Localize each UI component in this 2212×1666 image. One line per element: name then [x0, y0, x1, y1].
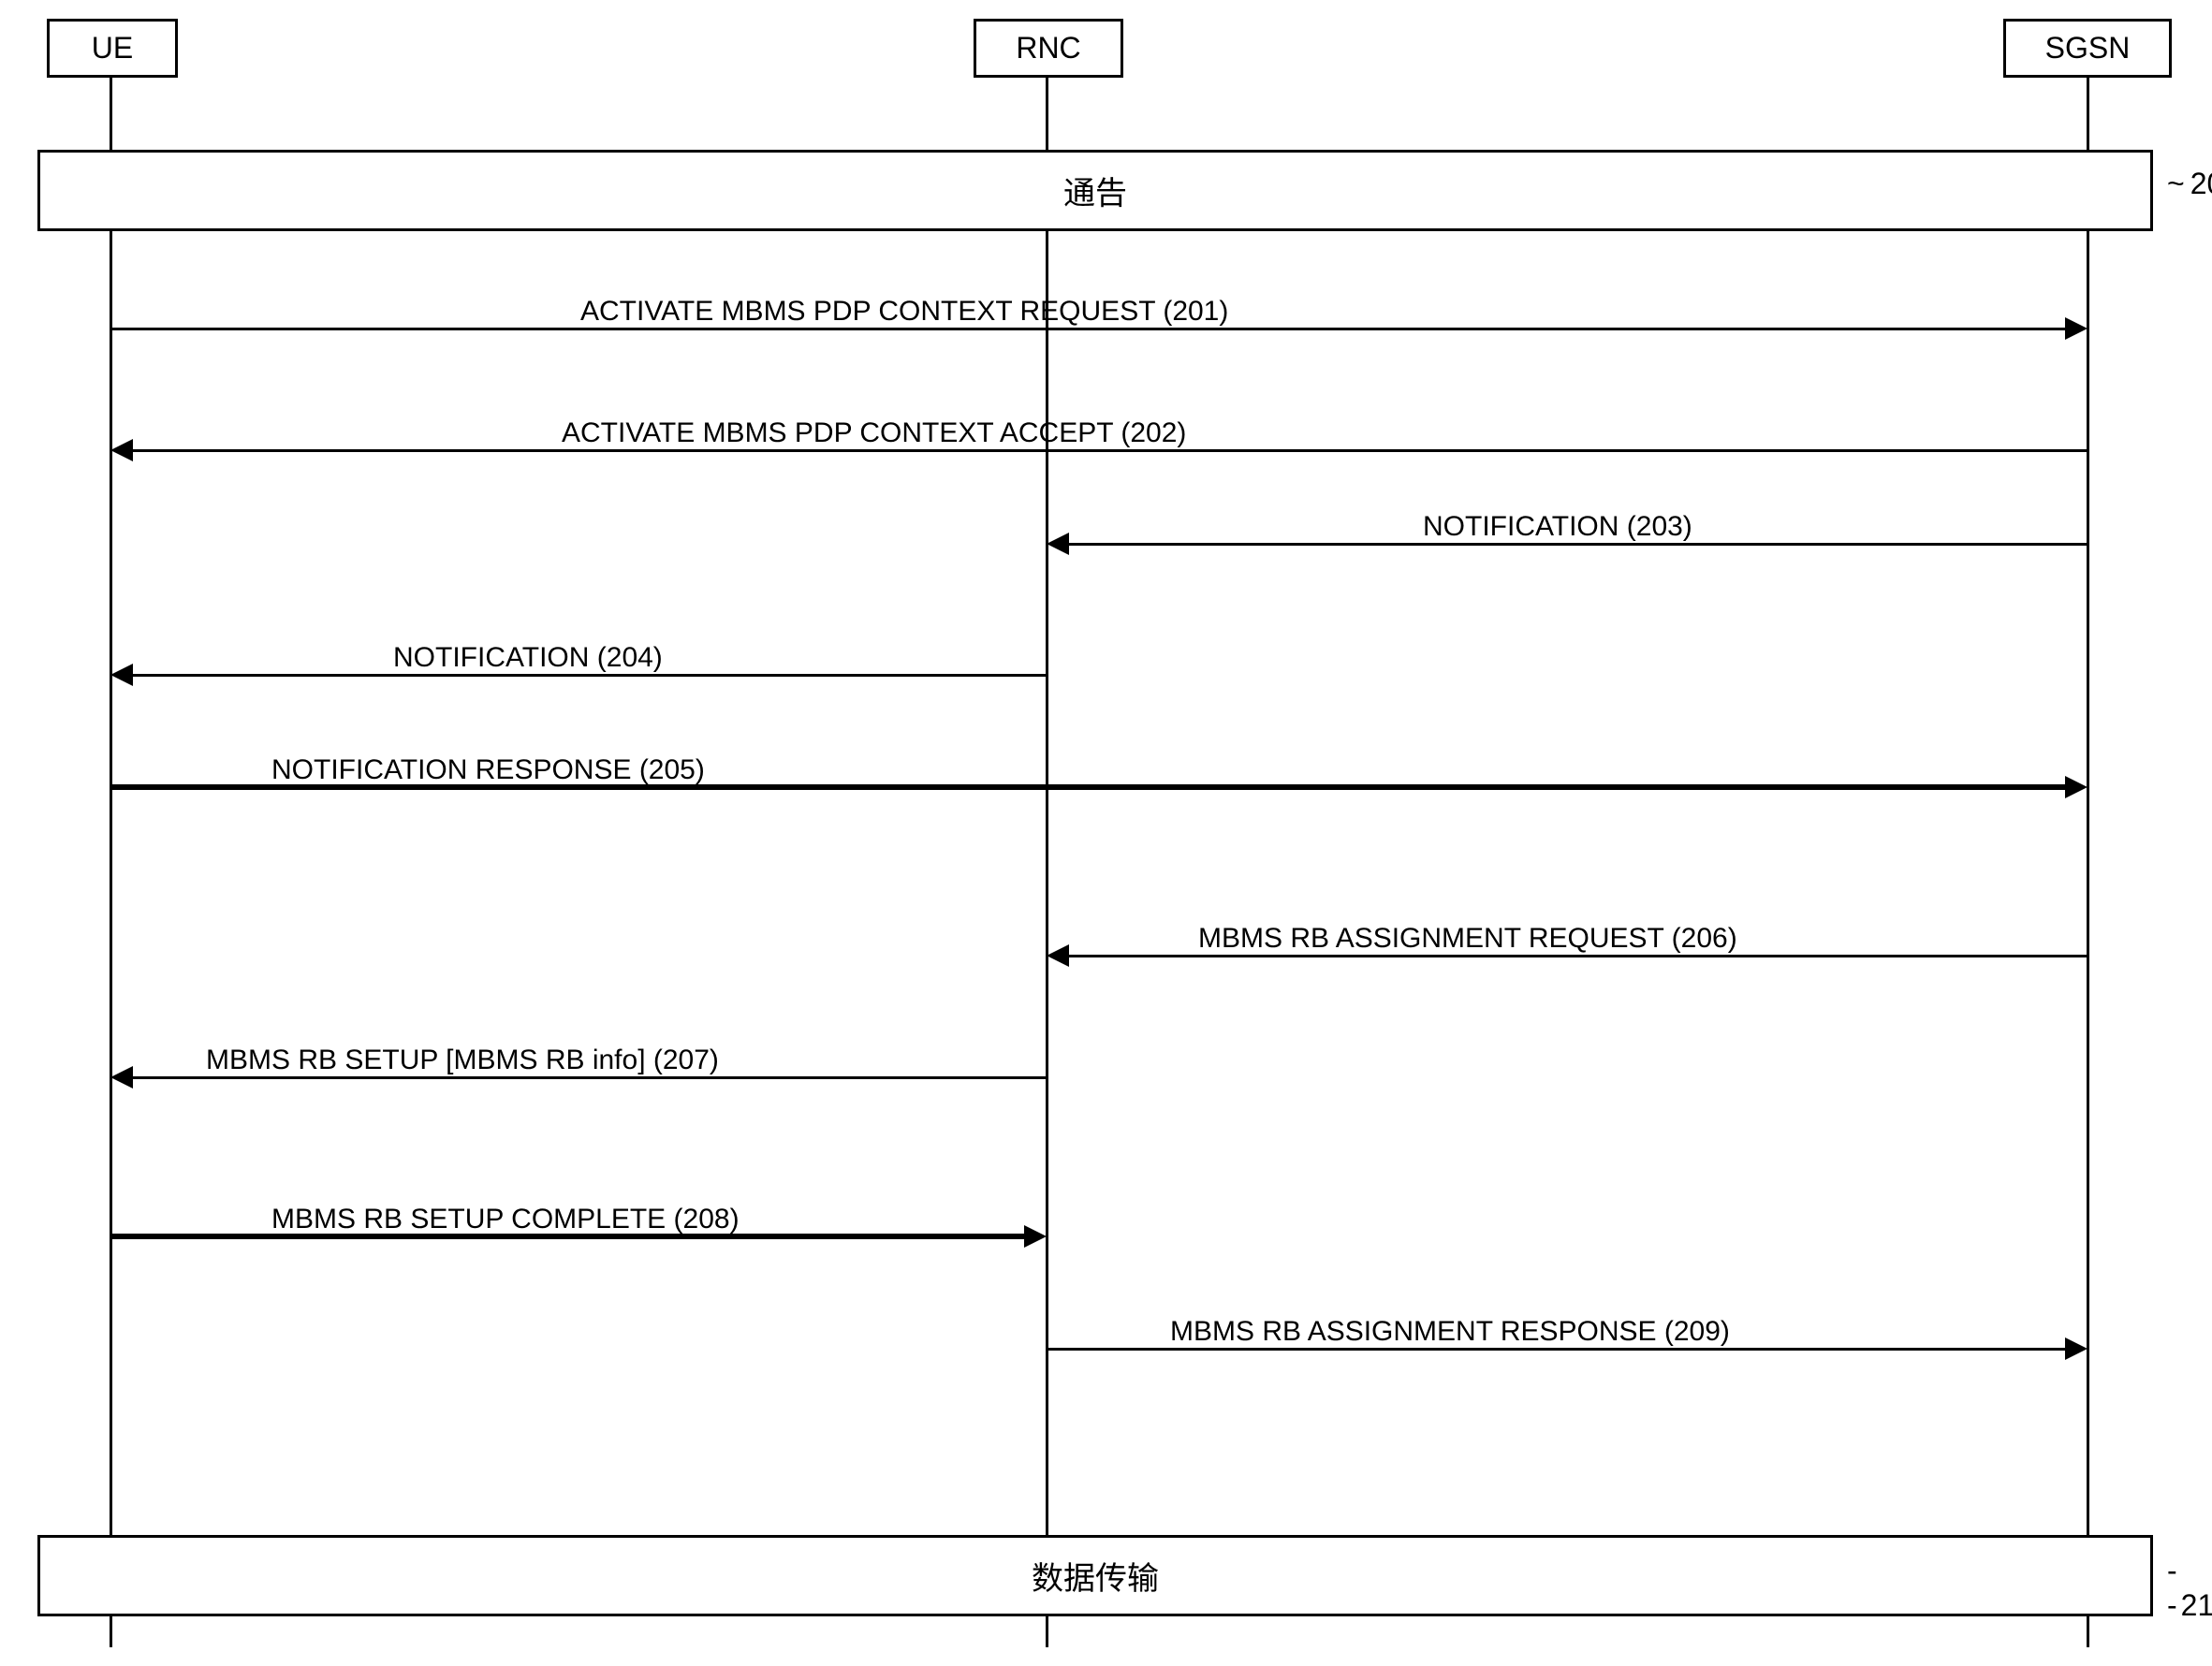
- msg-207-label: MBMS RB SETUP [MBMS RB info] (207): [206, 1045, 719, 1076]
- phase-data-transfer: 数据传输: [37, 1535, 2153, 1616]
- msg-206-arrow: [1047, 944, 1069, 967]
- msg-209-arrow: [2065, 1337, 2087, 1360]
- msg-205-label: NOTIFICATION RESPONSE (205): [271, 754, 705, 786]
- msg-201-label: ACTIVATE MBMS PDP CONTEXT REQUEST (201): [580, 296, 1228, 328]
- msg-204-line: [133, 674, 1047, 677]
- msg-205-line: [110, 784, 2065, 790]
- msg-204-label: NOTIFICATION (204): [393, 642, 663, 674]
- msg-207-arrow: [110, 1066, 133, 1089]
- msg-208-label: MBMS RB SETUP COMPLETE (208): [271, 1204, 740, 1235]
- msg-206-label: MBMS RB ASSIGNMENT REQUEST (206): [1198, 923, 1737, 955]
- msg-209-line: [1047, 1348, 2065, 1351]
- phase-announcement-tag: ~200: [2167, 167, 2212, 201]
- msg-206-line: [1069, 955, 2087, 957]
- sequence-diagram: UE RNC SGSN 通告 ~200 数据传输 --210 ACTIVATE …: [19, 19, 2190, 1647]
- lifeline-sgsn: [2087, 77, 2089, 150]
- msg-209-label: MBMS RB ASSIGNMENT RESPONSE (209): [1170, 1316, 1730, 1348]
- actor-sgsn: SGSN: [2003, 19, 2172, 78]
- actor-sgsn-label: SGSN: [2045, 31, 2131, 65]
- actor-rnc: RNC: [974, 19, 1123, 78]
- phase-data-transfer-tag: --210: [2167, 1554, 2212, 1623]
- msg-202-arrow: [110, 439, 133, 461]
- phase-data-transfer-label: 数据传输: [1032, 1561, 1159, 1597]
- msg-203-arrow: [1047, 533, 1069, 555]
- msg-205-arrow: [2065, 776, 2087, 798]
- lifeline-rnc-2: [1046, 219, 1048, 1535]
- msg-203-line: [1069, 543, 2087, 546]
- actor-rnc-label: RNC: [1016, 31, 1080, 65]
- actor-ue-label: UE: [92, 31, 133, 65]
- lifeline-rnc: [1046, 77, 1048, 150]
- msg-201-arrow: [2065, 317, 2087, 340]
- msg-203-label: NOTIFICATION (203): [1423, 511, 1692, 543]
- msg-207-line: [133, 1076, 1047, 1079]
- actor-ue: UE: [47, 19, 178, 78]
- phase-announcement-label: 通告: [1063, 176, 1127, 212]
- msg-208-line: [110, 1234, 1024, 1239]
- lifeline-ue: [110, 77, 112, 150]
- phase-announcement: 通告: [37, 150, 2153, 231]
- msg-201-line: [110, 328, 2065, 330]
- msg-208-arrow: [1024, 1225, 1047, 1248]
- msg-202-label: ACTIVATE MBMS PDP CONTEXT ACCEPT (202): [562, 417, 1186, 449]
- msg-204-arrow: [110, 664, 133, 686]
- lifeline-ue-2: [110, 219, 112, 1535]
- msg-202-line: [133, 449, 2087, 452]
